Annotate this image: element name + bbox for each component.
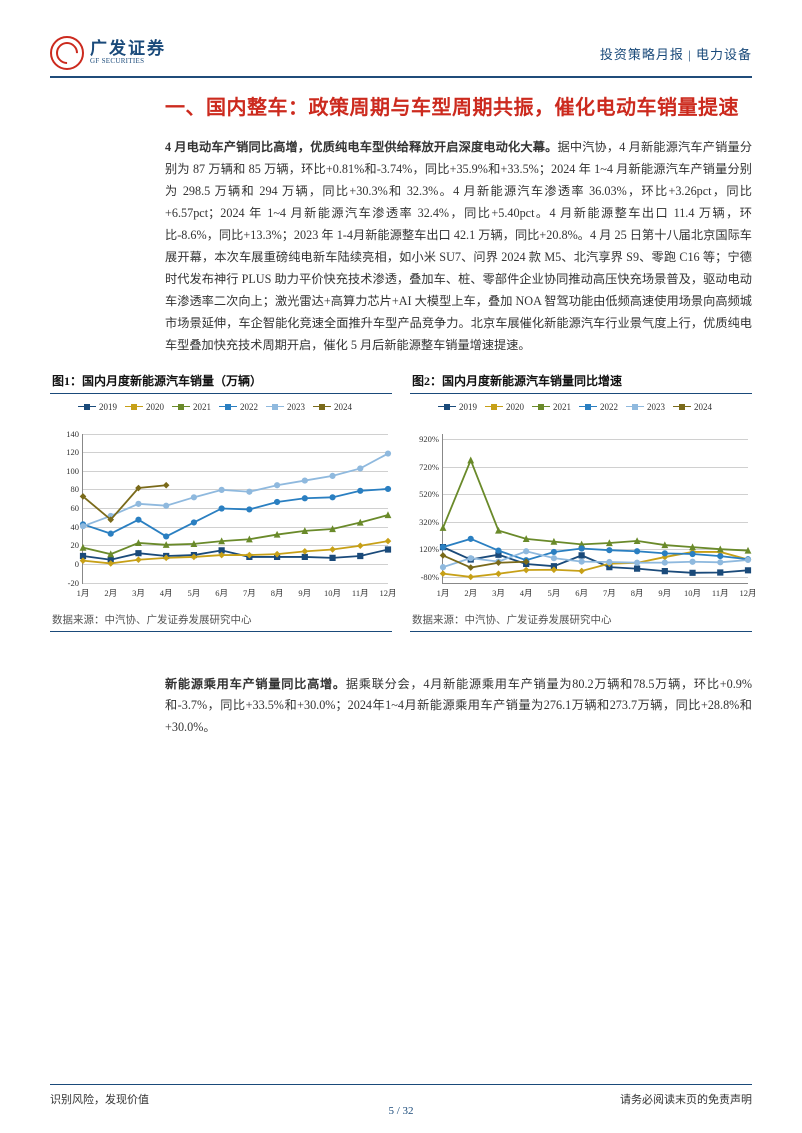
legend-item: 2023 [626,402,665,412]
para1-body: 据中汽协，4 月新能源汽车产销量分别为 87 万辆和 85 万辆，环比+0.81… [165,140,752,352]
charts-row: 图1：国内月度新能源汽车销量（万辆） -20020406080100120140… [50,369,752,632]
header-category: 投资策略月报 | 电力设备 [600,44,752,63]
paragraph-1: 4 月电动车产销同比高增，优质纯电车型供给释放开启深度电动化大幕。据中汽协，4 … [165,137,752,357]
logo-en: GF SECURITIES [90,58,166,65]
chart-1-title: 图1：国内月度新能源汽车销量（万辆） [50,369,392,394]
chart-2-source: 数据来源：中汽协、广发证券发展研究中心 [410,608,752,632]
chart-2-title: 图2：国内月度新能源汽车销量同比增速 [410,369,752,394]
legend-item: 2021 [172,402,211,412]
chart-1-canvas: -200204060801001201401月2月3月4月5月6月7月8月9月1… [50,398,392,608]
page-number: 5 / 32 [388,1105,413,1117]
legend-item: 2024 [673,402,712,412]
chart-1-source: 数据来源：中汽协、广发证券发展研究中心 [50,608,392,632]
chart-2: 图2：国内月度新能源汽车销量同比增速 -80%120%320%520%720%9… [410,369,752,632]
footer-left: 识别风险，发现价值 [50,1091,149,1107]
logo-icon [50,36,84,70]
page-header: 广发证券 GF SECURITIES 投资策略月报 | 电力设备 [50,36,752,78]
logo: 广发证券 GF SECURITIES [50,36,166,70]
legend-item: 2019 [78,402,117,412]
para1-bold: 4 月电动车产销同比高增，优质纯电车型供给释放开启深度电动化大幕。 [165,140,557,154]
chart-2-canvas: -80%120%320%520%720%920%1月2月3月4月5月6月7月8月… [410,398,752,608]
para2-bold: 新能源乘用车产销量同比高增。 [165,677,346,691]
paragraph-2: 新能源乘用车产销量同比高增。据乘联分会，4月新能源乘用车产销量为80.2万辆和7… [165,674,752,740]
page-footer: 识别风险，发现价值 请务必阅读末页的免责声明 5 / 32 [50,1084,752,1107]
chart-1: 图1：国内月度新能源汽车销量（万辆） -20020406080100120140… [50,369,392,632]
legend-item: 2024 [313,402,352,412]
legend-item: 2022 [219,402,258,412]
legend-item: 2020 [485,402,524,412]
legend-item: 2020 [125,402,164,412]
logo-cn: 广发证券 [90,40,166,58]
legend-item: 2023 [266,402,305,412]
legend-item: 2022 [579,402,618,412]
legend-item: 2021 [532,402,571,412]
footer-right: 请务必阅读末页的免责声明 [620,1091,752,1107]
legend-item: 2019 [438,402,477,412]
section-title: 一、国内整车：政策周期与车型周期共振，催化电动车销量提速 [165,92,752,125]
